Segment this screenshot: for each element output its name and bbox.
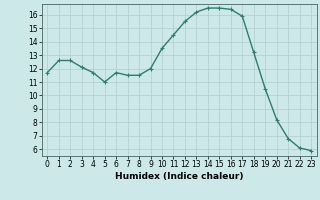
X-axis label: Humidex (Indice chaleur): Humidex (Indice chaleur) — [115, 172, 244, 181]
